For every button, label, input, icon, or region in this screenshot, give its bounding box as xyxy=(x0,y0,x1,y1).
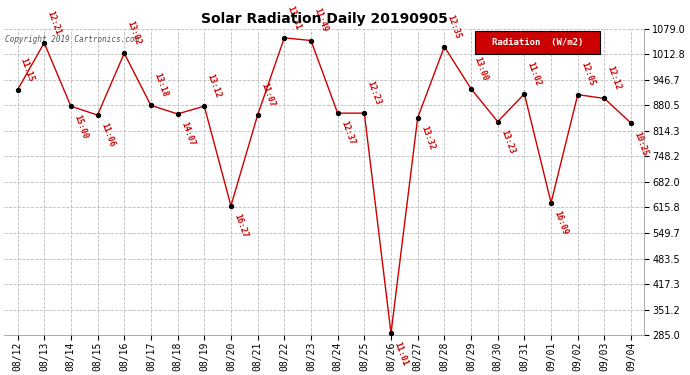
Point xyxy=(359,110,370,116)
Text: 12:23: 12:23 xyxy=(366,80,383,106)
Text: 11:06: 11:06 xyxy=(99,122,116,148)
Point xyxy=(492,118,503,124)
Text: 13:02: 13:02 xyxy=(126,20,143,46)
Text: 16:09: 16:09 xyxy=(553,210,569,236)
Text: 11:02: 11:02 xyxy=(526,60,543,87)
Point xyxy=(412,115,423,121)
Text: 15:00: 15:00 xyxy=(72,113,89,140)
Point xyxy=(572,92,583,98)
Point xyxy=(626,120,637,126)
Point xyxy=(199,103,210,109)
Text: Copyright 2019 Cartronics.com: Copyright 2019 Cartronics.com xyxy=(6,35,139,44)
Point xyxy=(599,96,610,102)
Title: Solar Radiation Daily 20190905: Solar Radiation Daily 20190905 xyxy=(201,12,448,26)
Text: 12:35: 12:35 xyxy=(446,13,463,40)
Point xyxy=(146,102,157,108)
Text: 13:23: 13:23 xyxy=(499,129,516,155)
Point xyxy=(66,103,77,109)
Text: 16:27: 16:27 xyxy=(233,213,249,239)
Text: 12:21: 12:21 xyxy=(46,9,63,36)
Text: 10:25: 10:25 xyxy=(633,130,649,157)
Point xyxy=(519,91,530,97)
Text: 12:37: 12:37 xyxy=(339,120,356,147)
Text: 11:01: 11:01 xyxy=(393,340,409,367)
Point xyxy=(12,87,23,93)
Point xyxy=(39,40,50,46)
Point xyxy=(386,330,397,336)
Point xyxy=(172,111,183,117)
Point xyxy=(119,50,130,56)
Point xyxy=(439,44,450,50)
Point xyxy=(546,200,557,206)
Point xyxy=(92,112,103,118)
Point xyxy=(226,203,237,209)
Text: 13:31: 13:31 xyxy=(286,4,303,31)
Text: 13:32: 13:32 xyxy=(419,125,436,151)
Text: Radiation  (W/m2): Radiation (W/m2) xyxy=(491,38,583,47)
Text: 13:12: 13:12 xyxy=(206,73,223,99)
Text: 12:12: 12:12 xyxy=(606,65,623,92)
Point xyxy=(279,35,290,41)
Text: 11:07: 11:07 xyxy=(259,81,276,108)
FancyBboxPatch shape xyxy=(475,31,600,54)
Point xyxy=(466,86,477,92)
Point xyxy=(306,38,317,44)
Text: 14:07: 14:07 xyxy=(179,121,196,147)
Text: 13:18: 13:18 xyxy=(152,72,169,99)
Point xyxy=(252,112,263,118)
Text: 13:00: 13:00 xyxy=(473,55,489,82)
Point xyxy=(332,110,343,116)
Text: 11:15: 11:15 xyxy=(19,57,36,83)
Text: 12:05: 12:05 xyxy=(579,61,596,88)
Text: 11:49: 11:49 xyxy=(313,7,329,34)
